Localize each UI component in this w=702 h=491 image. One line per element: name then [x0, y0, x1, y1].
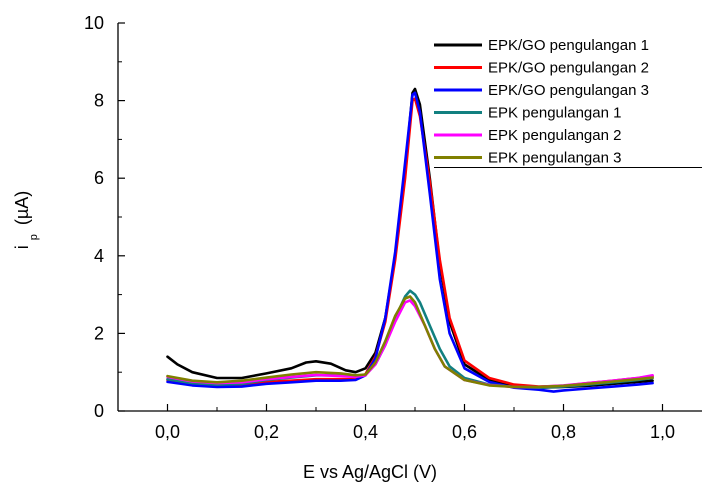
x-tick-label: 1,0 — [650, 422, 675, 442]
y-tick-label: 2 — [94, 323, 104, 343]
legend-label-1: EPK/GO pengulangan 1 — [488, 37, 649, 54]
y-tick-label: 8 — [94, 91, 104, 111]
x-tick-label: 0,0 — [155, 422, 180, 442]
x-axis-ticks: 0,0 0,2 0,4 0,6 0,8 1,0 — [117, 404, 675, 442]
series-line-3 — [166, 91, 654, 393]
legend-label-2: EPK/GO pengulangan 2 — [488, 60, 649, 77]
series-line-4 — [166, 289, 654, 389]
svg-text:i p (µA): i p (µA) — [12, 191, 41, 250]
y-tick-label: 0 — [94, 401, 104, 421]
y-axis-label-main: i — [12, 245, 32, 249]
y-axis-label-unit: (µA) — [12, 191, 32, 225]
x-tick-label: 0,2 — [254, 422, 279, 442]
y-tick-label: 10 — [84, 13, 104, 33]
legend: EPK/GO pengulangan 1 EPK/GO pengulangan 2… — [434, 37, 702, 168]
x-tick-label: 0,8 — [551, 422, 576, 442]
series-line-6 — [166, 295, 654, 389]
plot-area: 0,0 0,2 0,4 0,6 0,8 1,0 0 2 4 6 8 10 — [84, 13, 702, 442]
y-tick-label: 6 — [94, 168, 104, 188]
series-line-5 — [166, 299, 654, 389]
series-lines — [166, 87, 654, 393]
x-tick-label: 0,6 — [452, 422, 477, 442]
legend-label-5: EPK pengulangan 2 — [488, 127, 621, 144]
x-axis-label: E vs Ag/AgCl (V) — [303, 462, 437, 482]
x-tick-label: 0,4 — [353, 422, 378, 442]
legend-label-4: EPK pengulangan 1 — [488, 105, 621, 122]
y-axis-label: i p (µA) — [12, 191, 41, 250]
y-axis-label-sub: p — [28, 234, 40, 240]
y-tick-label: 4 — [94, 246, 104, 266]
y-axis-ticks: 0 2 4 6 8 10 — [84, 13, 125, 421]
legend-label-3: EPK/GO pengulangan 3 — [488, 82, 649, 99]
legend-label-6: EPK pengulangan 3 — [488, 150, 621, 167]
